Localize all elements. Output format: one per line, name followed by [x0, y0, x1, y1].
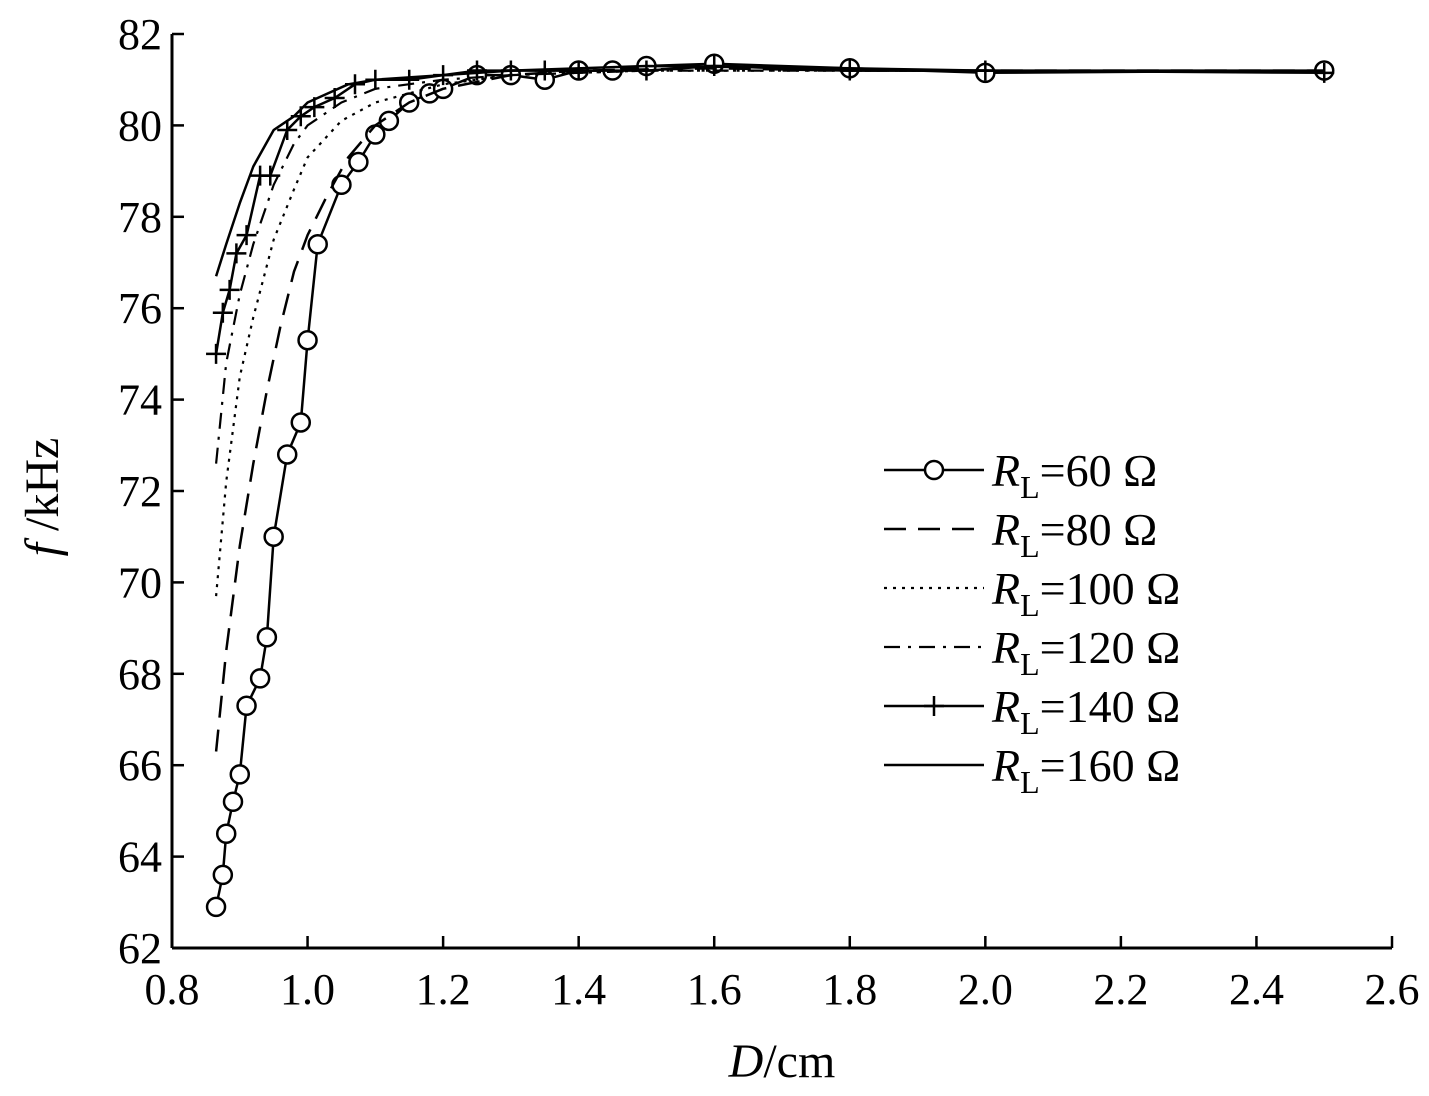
plus-marker — [277, 119, 298, 140]
y-tick-label: 72 — [118, 467, 162, 516]
legend-label: RL=60 Ω — [991, 445, 1157, 505]
legend-item: RL=60 Ω — [884, 445, 1157, 505]
x-axis-label: D/cm — [728, 1035, 836, 1088]
y-tick-label: 64 — [118, 833, 162, 882]
circle-marker — [236, 695, 257, 717]
plus-marker — [636, 60, 657, 81]
plus-marker — [924, 696, 944, 716]
x-tick-label: 2.6 — [1365, 965, 1420, 1014]
x-tick-label: 0.8 — [145, 965, 200, 1014]
y-tick-label: 62 — [118, 924, 162, 973]
circle-marker — [263, 526, 284, 547]
legend-label: RL=100 Ω — [991, 563, 1180, 623]
series-line — [215, 69, 1325, 597]
circle-marker — [212, 864, 234, 886]
circle-marker — [923, 459, 945, 481]
plus-marker — [212, 302, 233, 323]
y-tick-label: 76 — [118, 284, 162, 333]
circle-marker — [348, 151, 369, 173]
y-tick-label: 80 — [118, 101, 162, 150]
x-tick-label: 2.0 — [958, 965, 1013, 1014]
circle-marker — [256, 626, 278, 648]
legend-item: RL=160 Ω — [884, 740, 1180, 800]
circle-marker — [307, 233, 328, 255]
x-tick-label: 1.2 — [416, 965, 471, 1014]
circle-marker — [276, 444, 298, 465]
series-line — [215, 69, 1325, 464]
circle-marker — [205, 896, 227, 918]
x-tick-label: 1.6 — [687, 965, 742, 1014]
x-tick-label: 1.0 — [280, 965, 335, 1014]
legend-label: RL=160 Ω — [991, 740, 1180, 800]
legend-item: RL=100 Ω — [884, 563, 1180, 623]
series-4 — [215, 69, 1325, 464]
plus-marker — [206, 343, 227, 364]
plus-marker — [568, 60, 589, 81]
series-3 — [215, 69, 1325, 597]
circle-marker — [290, 412, 312, 433]
y-tick-label: 78 — [118, 193, 162, 242]
x-tick-label: 1.8 — [822, 965, 877, 1014]
legend-item: RL=80 Ω — [884, 504, 1157, 564]
legend-item: RL=140 Ω — [884, 681, 1180, 741]
plus-marker — [236, 225, 257, 246]
plus-marker — [1314, 62, 1335, 83]
y-tick-label: 82 — [118, 10, 162, 59]
circle-marker — [215, 823, 237, 844]
y-tick-label: 74 — [118, 376, 162, 425]
plus-marker — [399, 69, 420, 90]
circle-marker — [222, 791, 244, 813]
x-tick-label: 2.4 — [1229, 965, 1284, 1014]
legend-label: RL=120 Ω — [991, 622, 1180, 682]
circle-marker — [229, 764, 251, 785]
plus-marker — [219, 279, 240, 300]
axes: 0.8 1.0 1.2 1.4 1.6 1.8 2.0 2.2 2.4 2.6 62 64 66 68 70… — [118, 10, 1420, 1014]
circle-marker — [249, 668, 271, 689]
series-line — [214, 64, 1325, 355]
plus-marker — [226, 243, 247, 264]
series-5 — [206, 55, 1335, 364]
y-tick-label: 66 — [118, 741, 162, 790]
circle-marker — [365, 124, 386, 145]
plus-marker — [260, 165, 281, 186]
legend-label: RL=80 Ω — [991, 504, 1157, 564]
legend: RL=60 ΩRL=80 ΩRL=100 ΩRL=120 ΩRL=140 ΩRL… — [884, 445, 1180, 800]
legend-item: RL=120 Ω — [884, 622, 1180, 682]
circle-marker — [297, 329, 318, 351]
y-tick-label: 70 — [118, 558, 162, 607]
y-axis-label: f /kHz — [16, 438, 69, 557]
series-line — [214, 64, 1325, 277]
legend-label: RL=140 Ω — [991, 681, 1180, 741]
y-tick-label: 68 — [118, 650, 162, 699]
plus-marker — [839, 60, 860, 81]
axis-labels: f /kHz D/cm — [16, 438, 835, 1088]
x-tick-label: 1.4 — [551, 965, 606, 1014]
x-tick-label: 2.2 — [1093, 965, 1148, 1014]
series-6 — [214, 64, 1325, 277]
series-layer — [205, 53, 1335, 918]
plus-marker — [467, 60, 487, 81]
